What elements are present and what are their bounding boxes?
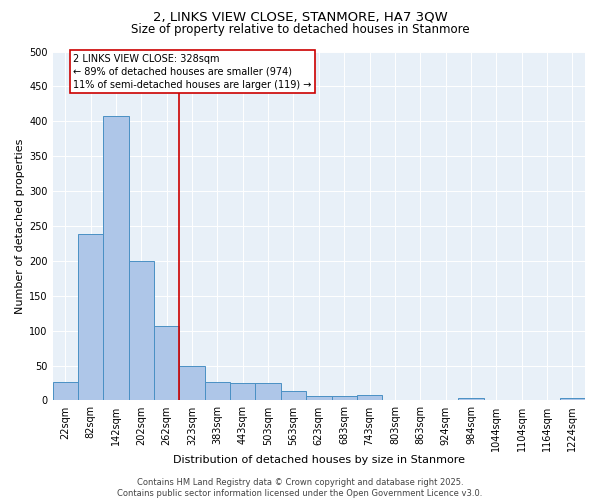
Bar bbox=[179, 366, 205, 400]
Bar bbox=[256, 383, 281, 400]
Bar bbox=[306, 396, 332, 400]
Bar bbox=[357, 395, 382, 400]
Bar bbox=[458, 398, 484, 400]
Bar bbox=[230, 383, 256, 400]
Text: Size of property relative to detached houses in Stanmore: Size of property relative to detached ho… bbox=[131, 22, 469, 36]
Bar bbox=[281, 392, 306, 400]
Bar bbox=[154, 326, 179, 400]
Y-axis label: Number of detached properties: Number of detached properties bbox=[15, 138, 25, 314]
Text: 2, LINKS VIEW CLOSE, STANMORE, HA7 3QW: 2, LINKS VIEW CLOSE, STANMORE, HA7 3QW bbox=[152, 10, 448, 23]
Bar bbox=[53, 382, 78, 400]
Bar bbox=[103, 116, 129, 401]
Text: Contains HM Land Registry data © Crown copyright and database right 2025.
Contai: Contains HM Land Registry data © Crown c… bbox=[118, 478, 482, 498]
Text: 2 LINKS VIEW CLOSE: 328sqm
← 89% of detached houses are smaller (974)
11% of sem: 2 LINKS VIEW CLOSE: 328sqm ← 89% of deta… bbox=[73, 54, 311, 90]
Bar bbox=[78, 234, 103, 400]
Bar bbox=[332, 396, 357, 400]
Bar bbox=[205, 382, 230, 400]
Bar bbox=[129, 261, 154, 400]
Bar bbox=[560, 398, 585, 400]
X-axis label: Distribution of detached houses by size in Stanmore: Distribution of detached houses by size … bbox=[173, 455, 465, 465]
